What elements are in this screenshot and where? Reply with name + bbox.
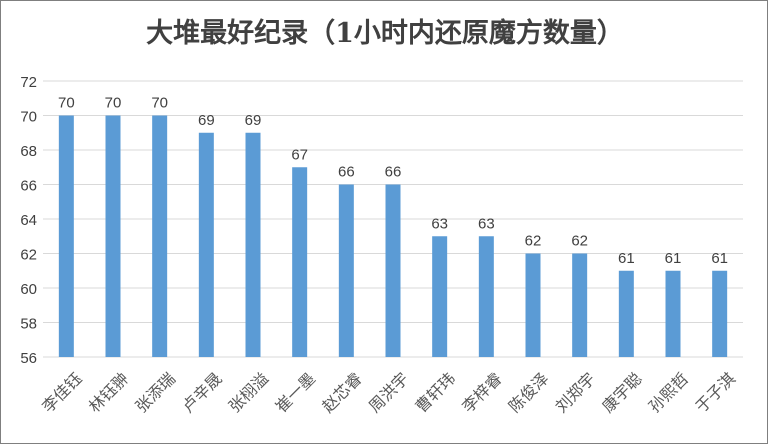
x-tick-label: 林钰翀 — [85, 369, 132, 416]
data-label: 61 — [618, 250, 635, 267]
x-tick-label: 李梓睿 — [458, 369, 505, 416]
data-label: 62 — [525, 233, 542, 250]
data-label: 63 — [431, 215, 448, 232]
y-tick-label: 64 — [20, 212, 37, 229]
bar — [385, 184, 401, 357]
x-tick-label: 李佳钰 — [38, 369, 85, 416]
data-label: 66 — [385, 164, 402, 181]
data-label: 61 — [711, 250, 728, 267]
bar — [152, 115, 168, 357]
chart-title: 大堆最好纪录（1小时内还原魔方数量） — [146, 18, 624, 49]
bar — [105, 115, 121, 357]
data-label: 70 — [58, 95, 75, 112]
bar — [432, 236, 448, 357]
x-tick-label: 周洪宇 — [365, 369, 412, 416]
x-tick-label: 于子淇 — [692, 369, 739, 416]
y-tick-label: 62 — [20, 247, 37, 264]
y-tick-label: 72 — [20, 74, 37, 91]
bar — [618, 270, 634, 357]
bar — [665, 270, 681, 357]
bar — [58, 115, 74, 357]
data-label: 69 — [198, 112, 215, 129]
x-tick-label: 陈俊泽 — [505, 369, 552, 416]
x-tick-label: 刘郑宇 — [552, 369, 599, 416]
x-tick-label: 康宇聪 — [598, 369, 645, 416]
x-tick-labels: 李佳钰 林钰翀 张添瑞 卢辛晟 张栩溢 崔一墨 赵芯睿 周洪宇 曹轩玮 李梓睿 陈俊泽 刘郑宇 康宇聪孙… — [38, 369, 739, 416]
bars — [58, 115, 728, 357]
data-label: 69 — [245, 112, 262, 129]
bar — [338, 184, 354, 357]
bar — [478, 236, 494, 357]
data-label: 63 — [478, 215, 495, 232]
bar — [292, 167, 308, 357]
x-tick-label: 赵芯睿 — [318, 369, 365, 416]
y-tick-label: 56 — [20, 350, 37, 367]
x-tick-label: 张栩溢 — [225, 369, 272, 416]
y-tick-label: 70 — [20, 109, 37, 126]
bar — [572, 253, 588, 357]
data-label: 67 — [291, 146, 308, 163]
bar — [198, 132, 214, 357]
y-tick-label: 60 — [20, 281, 37, 298]
x-tick-label: 曹轩玮 — [412, 369, 459, 416]
x-tick-label: 孙熙哲 — [645, 369, 692, 416]
data-labels: 70 70 70 69 69 67 66 66 63 63 62 62 61 61 61 — [58, 95, 728, 267]
bar — [712, 270, 728, 357]
y-tick-label: 68 — [20, 143, 37, 160]
data-label: 61 — [665, 250, 682, 267]
x-tick-label: 卢辛晟 — [178, 369, 225, 416]
y-tick-label: 58 — [20, 316, 37, 333]
data-label: 70 — [105, 95, 122, 112]
bar — [245, 132, 261, 357]
data-label: 62 — [571, 233, 588, 250]
y-tick-labels: 56 58 60 62 64 66 68 70 72 — [20, 74, 37, 367]
data-label: 70 — [151, 95, 168, 112]
x-tick-label: 崔一墨 — [272, 369, 319, 416]
y-tick-label: 66 — [20, 178, 37, 195]
x-tick-label: 张添瑞 — [132, 369, 179, 416]
data-label: 66 — [338, 164, 355, 181]
bar — [525, 253, 541, 357]
